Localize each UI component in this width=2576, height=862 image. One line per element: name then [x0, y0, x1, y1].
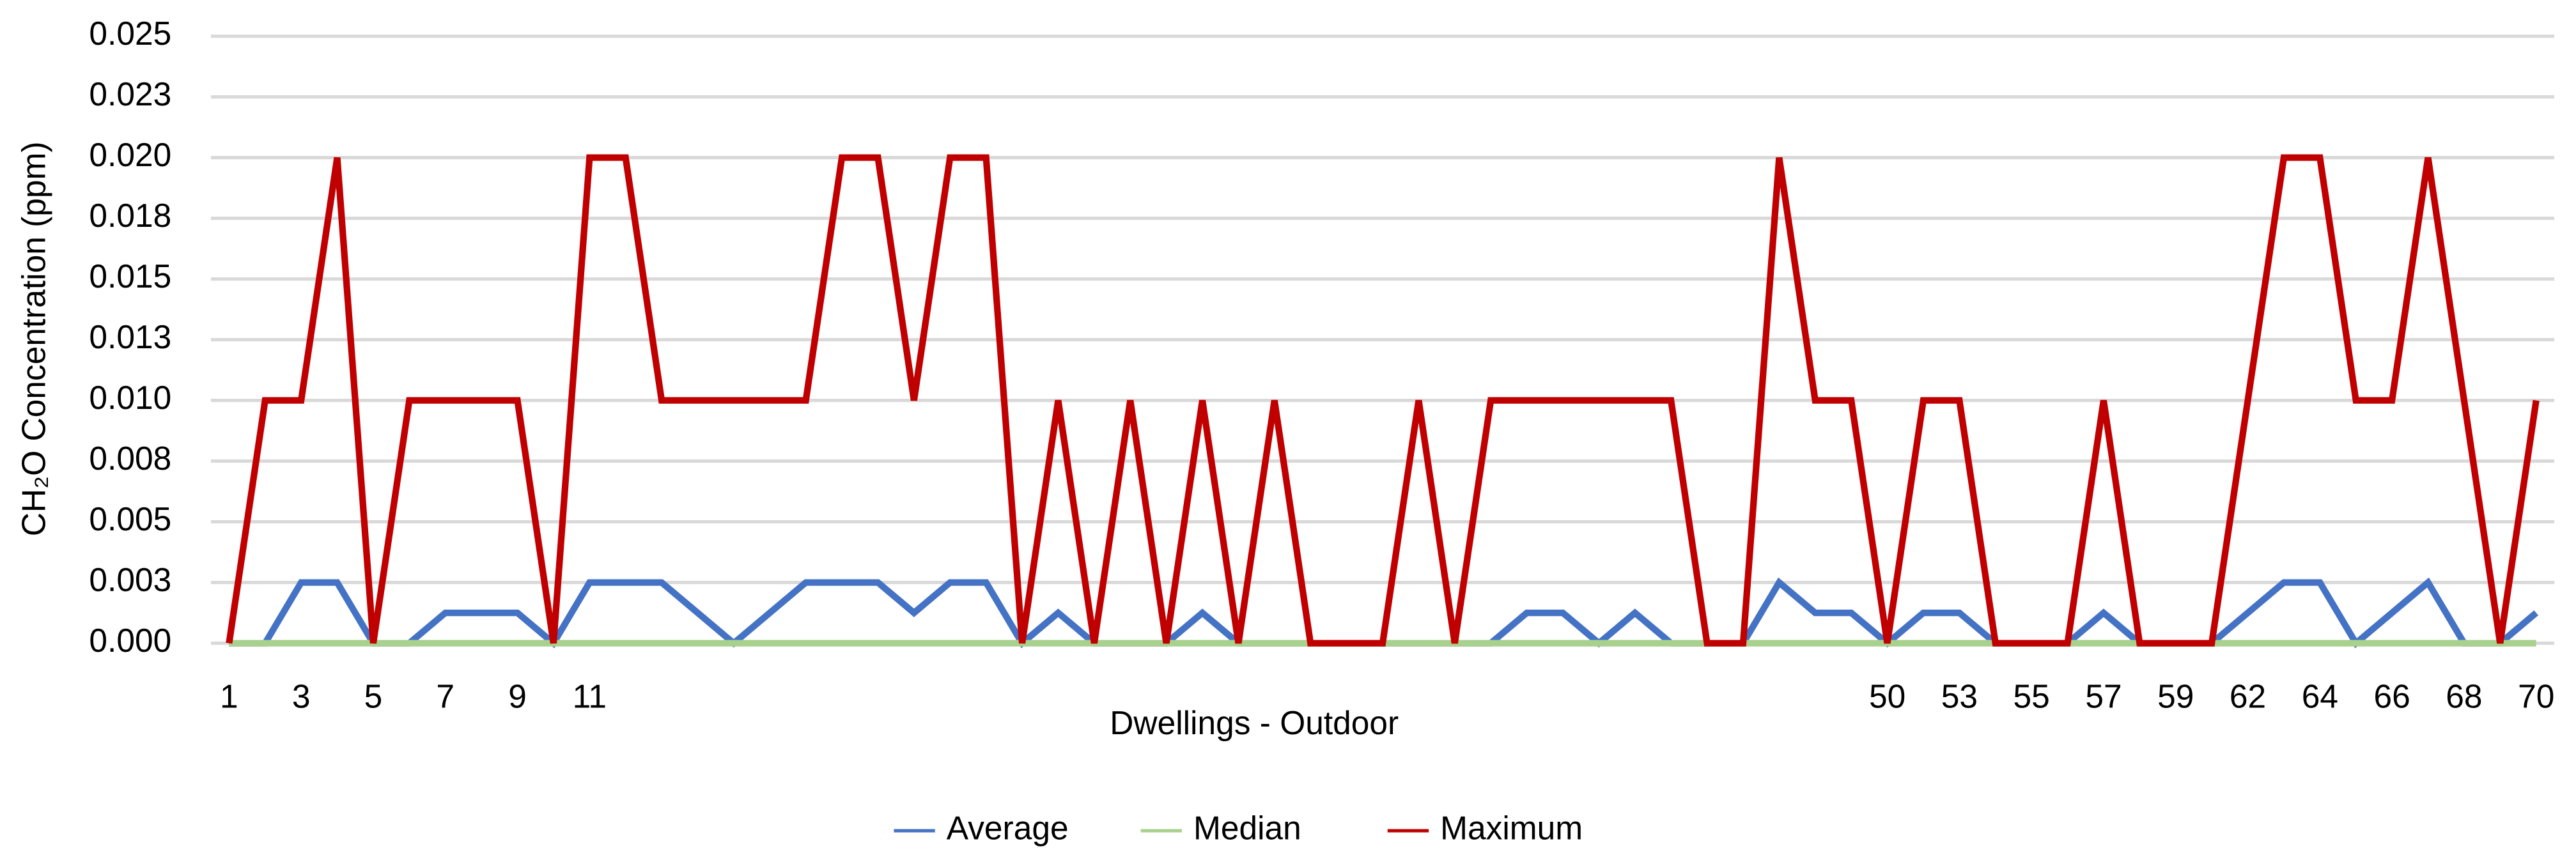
x-tick-label: 1 — [220, 678, 238, 715]
x-axis-title: Dwellings - Outdoor — [1110, 704, 1399, 741]
x-tick-label: 3 — [292, 678, 311, 715]
x-tick-label: 53 — [1941, 678, 1978, 715]
x-tick-label: 5 — [364, 678, 383, 715]
x-tick-label: 64 — [2302, 678, 2338, 715]
y-tick-label: 0.018 — [89, 197, 171, 234]
legend-label: Average — [947, 810, 1069, 847]
y-tick-label: 0.010 — [89, 379, 171, 416]
x-tick-label: 50 — [1869, 678, 1905, 715]
y-tick-label: 0.013 — [89, 318, 171, 355]
x-tick-label: 7 — [436, 678, 454, 715]
y-tick-label: 0.003 — [89, 561, 171, 598]
x-tick-label: 70 — [2518, 678, 2554, 715]
y-tick-label: 0.025 — [89, 15, 171, 52]
x-tick-label: 55 — [2013, 678, 2050, 715]
x-tick-label: 66 — [2373, 678, 2410, 715]
x-tick-label: 62 — [2230, 678, 2266, 715]
y-tick-label: 0.000 — [89, 622, 171, 659]
legend-label: Maximum — [1440, 810, 1583, 847]
legend-label: Median — [1193, 810, 1301, 847]
data-line — [226, 154, 2540, 647]
x-tick-label: 9 — [508, 678, 527, 715]
x-tick-label: 11 — [573, 678, 607, 715]
x-tick-label: 59 — [2157, 678, 2194, 715]
y-axis-title: CH₂O Concentration (ppm) — [15, 141, 52, 536]
x-tick-label: 68 — [2446, 678, 2482, 715]
y-tick-label: 0.005 — [89, 500, 171, 537]
x-tick-label: 57 — [2085, 678, 2122, 715]
y-tick-label: 0.008 — [89, 440, 171, 477]
y-tick-label: 0.023 — [89, 75, 171, 112]
y-tick-label: 0.015 — [89, 258, 171, 295]
y-tick-label: 0.020 — [89, 136, 171, 173]
